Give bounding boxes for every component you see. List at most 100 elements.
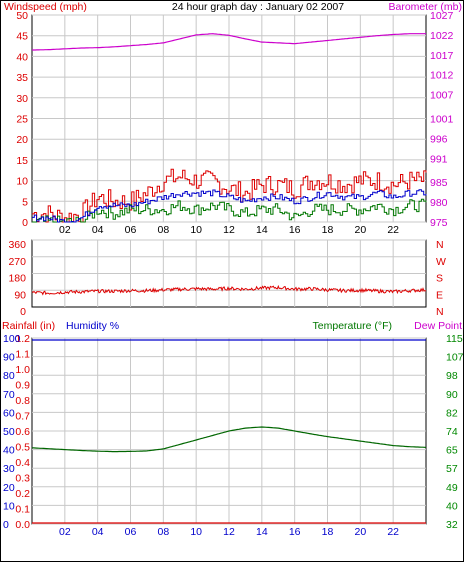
temperature-tick-label: 49 xyxy=(446,482,458,494)
wind-panel-grid xyxy=(32,14,426,223)
wind-panel-series xyxy=(32,33,427,223)
humidity-tick-label: 0 xyxy=(3,519,9,531)
rainfall-tick-label: 0.2 xyxy=(15,488,30,500)
windspeed-tick-label: 45 xyxy=(16,31,28,43)
wind-panel-x-ticks: 02 04 06 08 10 12 14 16 18 20 22 xyxy=(59,224,399,236)
windspeed-tick-label: 30 xyxy=(16,93,28,105)
rainfall-tick-label: 0.3 xyxy=(15,473,30,485)
barometer-tick-label: 996 xyxy=(430,133,448,145)
humidity-axis-title: Humidity % xyxy=(66,320,119,332)
windspeed-tick-label: 10 xyxy=(16,176,28,188)
humidity-tick-label: 50 xyxy=(3,426,15,438)
rainfall-axis-title: Rainfall (in) xyxy=(2,320,55,332)
windspeed-axis-ticks: 0 5 10 15 20 25 30 35 40 45 50 xyxy=(16,10,28,229)
temperature-tick-label: 65 xyxy=(446,445,458,457)
humidity-tick-label: 90 xyxy=(3,352,15,364)
temp-x-tick-label: 04 xyxy=(92,526,104,538)
wind-barometer-panel: 0 5 10 15 20 25 30 35 40 45 50 975 980 985 991 996 1001… xyxy=(16,10,453,236)
temp-x-tick-label: 10 xyxy=(190,526,202,538)
windspeed-axis-title: Windspeed (mph) xyxy=(4,1,87,13)
windspeed-tick-label: 25 xyxy=(16,114,28,126)
temperature-tick-label: 98 xyxy=(446,370,458,382)
windspeed-tick-label: 20 xyxy=(16,134,28,146)
humidity-tick-label: 10 xyxy=(3,500,15,512)
direction-compass-label: N xyxy=(436,306,444,318)
wind-x-tick-label: 20 xyxy=(354,224,366,236)
temp-panel-series xyxy=(31,339,427,524)
barometer-tick-label: 1007 xyxy=(430,90,454,102)
humidity-tick-label: 80 xyxy=(3,370,15,382)
windspeed-tick-label: 40 xyxy=(16,51,28,63)
barometer-tick-label: 1017 xyxy=(430,50,454,62)
barometer-tick-label: 991 xyxy=(430,153,448,165)
direction-compass-label: N xyxy=(436,239,444,251)
humidity-axis-ticks: 0 10 20 30 40 50 60 70 80 90 100 xyxy=(3,333,21,531)
temperature-humidity-panel: 0.00.10.20.30.40.50.60.70.80.91.01.11.2 … xyxy=(3,333,464,538)
graph-title: 24 hour graph day : January 02 2007 xyxy=(172,1,344,13)
windspeed-tick-label: 5 xyxy=(22,196,28,208)
temp-panel-x-ticks: 02 04 06 08 10 12 14 16 18 20 22 xyxy=(59,526,399,538)
direction-degree-label: 0 xyxy=(20,306,26,318)
dewpoint-axis-title: Dew Point xyxy=(414,320,462,332)
barometer-tick-label: 1012 xyxy=(430,70,454,82)
temperature-tick-label: 74 xyxy=(446,426,458,438)
temp-x-tick-label: 14 xyxy=(256,526,268,538)
temperature-line xyxy=(31,426,427,453)
rainfall-tick-label: 0.5 xyxy=(15,442,30,454)
windspeed-tick-label: 15 xyxy=(16,155,28,167)
windspeed-max-line xyxy=(32,168,427,223)
temp-x-tick-label: 02 xyxy=(59,526,71,538)
humidity-tick-label: 100 xyxy=(3,333,21,345)
temperature-tick-label: 107 xyxy=(446,352,464,364)
barometer-tick-label: 985 xyxy=(430,177,448,189)
rainfall-tick-label: 0.1 xyxy=(15,504,30,516)
direction-panel-series xyxy=(31,284,427,296)
direction-degree-ticks: 360 270 180 90 0 xyxy=(8,239,26,318)
temp-x-tick-label: 20 xyxy=(354,526,366,538)
direction-compass-label: S xyxy=(436,273,443,285)
humidity-tick-label: 70 xyxy=(3,389,15,401)
wind-x-tick-label: 08 xyxy=(157,224,169,236)
barometer-tick-label: 1001 xyxy=(430,114,454,126)
rainfall-tick-label: 0.0 xyxy=(15,519,30,531)
rainfall-tick-label: 0.6 xyxy=(15,426,30,438)
temp-x-tick-label: 08 xyxy=(157,526,169,538)
temp-x-tick-label: 22 xyxy=(387,526,399,538)
direction-compass-label: W xyxy=(436,256,446,268)
wind-direction-line xyxy=(31,284,427,296)
rainfall-tick-label: 0.8 xyxy=(15,395,30,407)
barometer-tick-label: 1022 xyxy=(430,30,454,42)
temperature-tick-label: 32 xyxy=(446,519,458,531)
temperature-tick-label: 90 xyxy=(446,389,458,401)
temperature-axis-title: Temperature (°F) xyxy=(313,320,392,332)
temp-x-tick-label: 18 xyxy=(322,526,334,538)
direction-degree-label: 180 xyxy=(8,273,26,285)
windspeed-tick-label: 35 xyxy=(16,72,28,84)
rainfall-tick-label: 0.4 xyxy=(15,457,30,469)
barometer-axis-ticks: 975 980 985 991 996 1001 1007 1012 1017 1022 1027 xyxy=(430,10,454,229)
temperature-tick-label: 115 xyxy=(446,333,463,345)
windspeed-tick-label: 0 xyxy=(22,217,28,229)
direction-compass-label: E xyxy=(436,289,443,301)
humidity-tick-label: 40 xyxy=(3,445,15,457)
wind-x-tick-label: 16 xyxy=(289,224,301,236)
humidity-tick-label: 60 xyxy=(3,407,15,419)
barometer-tick-label: 980 xyxy=(430,197,448,209)
wind-x-tick-label: 22 xyxy=(387,224,399,236)
temperature-axis-ticks: 32 40 49 57 65 74 82 90 98 107 115 xyxy=(446,333,464,531)
direction-degree-label: 360 xyxy=(8,239,26,251)
wind-x-tick-label: 02 xyxy=(59,224,71,236)
wind-x-tick-label: 18 xyxy=(322,224,334,236)
windspeed-low-line xyxy=(32,198,427,223)
humidity-tick-label: 30 xyxy=(3,463,15,475)
temp-x-tick-label: 06 xyxy=(125,526,137,538)
wind-x-tick-label: 04 xyxy=(92,224,104,236)
temperature-tick-label: 82 xyxy=(446,407,458,419)
barometer-axis-title: Barometer (mb) xyxy=(388,1,462,13)
rainfall-tick-label: 0.7 xyxy=(15,411,30,423)
temperature-tick-label: 40 xyxy=(446,500,458,512)
rainfall-axis-ticks: 0.0 0.1 0.2 0.3 0.4 0.5 0.6 0.7 0.8 0.9 1.0 1.1 1.2 xyxy=(15,333,30,531)
rainfall-tick-label: 0.9 xyxy=(15,380,30,392)
